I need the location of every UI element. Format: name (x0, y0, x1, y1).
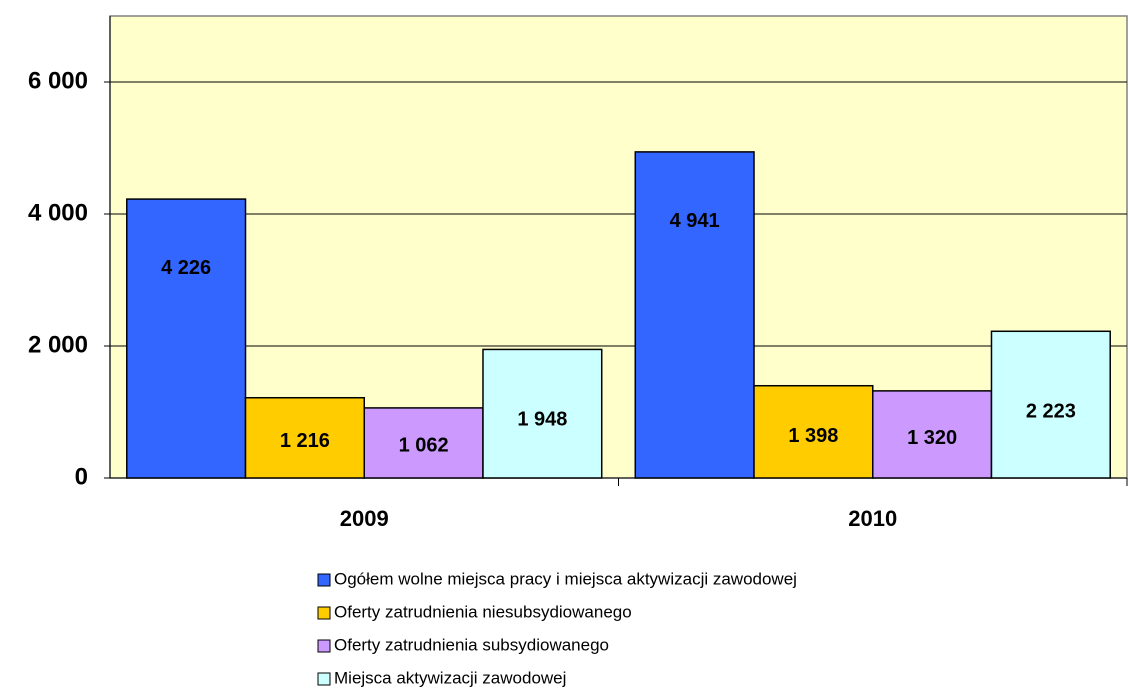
bar (872, 390, 993, 479)
bar (482, 348, 603, 479)
data-label: 2 223 (1026, 400, 1076, 422)
y-tick-label: 2 000 (28, 331, 88, 358)
legend-swatch (317, 672, 331, 686)
data-label: 1 320 (907, 427, 957, 449)
x-tick-label: 2009 (340, 506, 389, 531)
legend-label: Oferty zatrudnienia niesubsydiowanego (334, 602, 632, 621)
legend-swatch (317, 573, 331, 587)
legend-label: Miejsca aktywizacji zawodowej (334, 668, 566, 687)
data-label: 4 226 (161, 257, 211, 279)
legend-label: Oferty zatrudnienia subsydiowanego (334, 635, 609, 654)
y-tick-label: 0 (75, 463, 88, 490)
legend-swatch (317, 606, 331, 620)
y-tick-label: 6 000 (28, 67, 88, 94)
bar (363, 407, 484, 479)
data-label: 1 216 (280, 430, 330, 452)
data-label: 1 398 (788, 425, 838, 447)
legend-label: Ogółem wolne miejsca pracy i miejsca akt… (334, 569, 797, 588)
bar (126, 198, 247, 479)
legend-swatch (317, 639, 331, 653)
y-tick-label: 4 000 (28, 199, 88, 226)
data-label: 1 948 (517, 408, 567, 430)
bar (244, 396, 365, 479)
data-label: 4 941 (670, 210, 720, 232)
x-tick-label: 2010 (848, 506, 897, 531)
bar (990, 330, 1111, 479)
data-label: 1 062 (399, 435, 449, 457)
bar (634, 151, 755, 479)
